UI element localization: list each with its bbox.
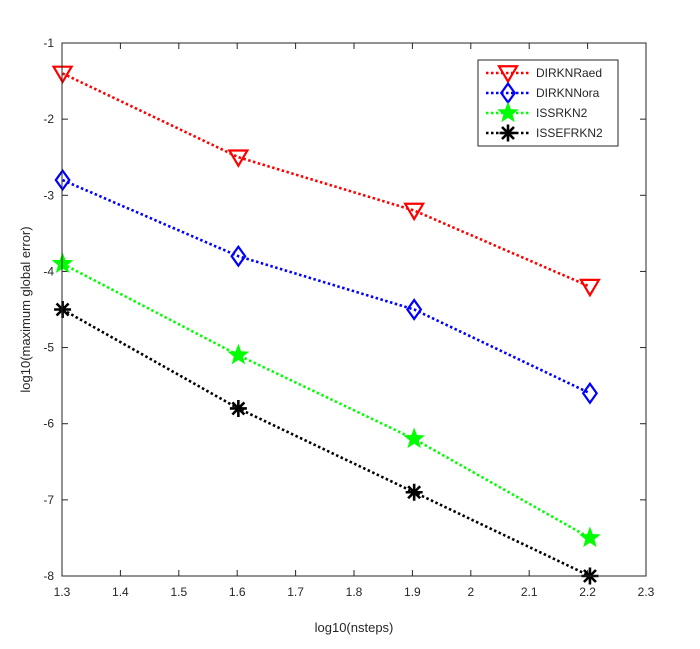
data-point	[227, 343, 250, 365]
plot-frame	[61, 42, 647, 577]
data-point	[54, 168, 71, 192]
legend-item: DIRKNRaed	[486, 65, 602, 84]
y-tick-label: -6	[43, 417, 54, 431]
series-line	[61, 308, 591, 578]
data-point	[229, 399, 247, 417]
y-axis-label: log10(maximum global error)	[18, 226, 33, 392]
x-tick-label: 1.9	[404, 585, 421, 599]
x-tick-label: 1.7	[287, 585, 304, 599]
axes-box	[61, 42, 647, 577]
x-tick-label: 2.2	[579, 585, 596, 599]
x-tick-label: 2	[467, 585, 474, 599]
legend-marker	[497, 65, 519, 84]
series-line	[61, 262, 591, 540]
data-point	[579, 278, 601, 298]
data-point	[403, 202, 426, 222]
x-tick-label: 1.3	[54, 585, 71, 599]
y-tick-label: -3	[43, 188, 54, 202]
series-dirknraed	[51, 65, 601, 298]
data-point	[230, 244, 247, 268]
data-point	[579, 526, 601, 548]
data-point	[51, 252, 74, 274]
x-axis-label: log10(nsteps)	[315, 620, 394, 635]
legend-item: ISSEFRKN2	[486, 124, 603, 142]
x-tick-label: 1.5	[170, 585, 187, 599]
x-tick-label: 2.3	[638, 585, 655, 599]
series-line	[62, 72, 591, 288]
series-dirknnora	[54, 168, 599, 405]
data-point	[227, 149, 250, 168]
series-issrkn2	[51, 252, 601, 548]
y-tick-label: -4	[43, 264, 54, 278]
legend-marker	[499, 124, 517, 142]
x-tick-label: 1.6	[229, 585, 246, 599]
legend-item: DIRKNNora	[486, 81, 600, 105]
data-point	[51, 65, 74, 85]
data-point	[54, 301, 72, 318]
series-issefrkn2	[54, 301, 599, 585]
legend-label: ISSRKN2	[536, 106, 588, 120]
series-line	[62, 178, 591, 395]
legend-box	[477, 59, 619, 147]
y-tick-label: -5	[43, 341, 54, 355]
legend-marker	[497, 101, 519, 123]
data-point	[581, 381, 599, 405]
x-tick-label: 1.8	[346, 585, 363, 599]
series-layer	[51, 65, 601, 585]
legend: DIRKNRaed DIRKNNora ISSRKN2 ISSEFRKN2	[477, 59, 619, 147]
x-tick-label: 1.4	[112, 585, 129, 599]
y-tick-label: -2	[43, 112, 54, 126]
x-axis: 1.3 1.4 1.5 1.6 1.7 1.8 1.9 2 2.1 2.2 2.3	[54, 43, 655, 599]
x-tick-label: 2.1	[521, 585, 538, 599]
y-tick-label: -1	[43, 36, 54, 50]
legend-label: DIRKNNora	[536, 86, 600, 100]
legend-item: ISSRKN2	[486, 101, 588, 123]
y-tick-label: -8	[43, 569, 54, 583]
data-point	[406, 298, 423, 321]
legend-label: ISSEFRKN2	[536, 126, 603, 140]
data-point	[405, 483, 423, 501]
data-point	[403, 427, 426, 449]
y-tick-label: -7	[43, 493, 54, 507]
legend-label: DIRKNRaed	[536, 66, 602, 80]
